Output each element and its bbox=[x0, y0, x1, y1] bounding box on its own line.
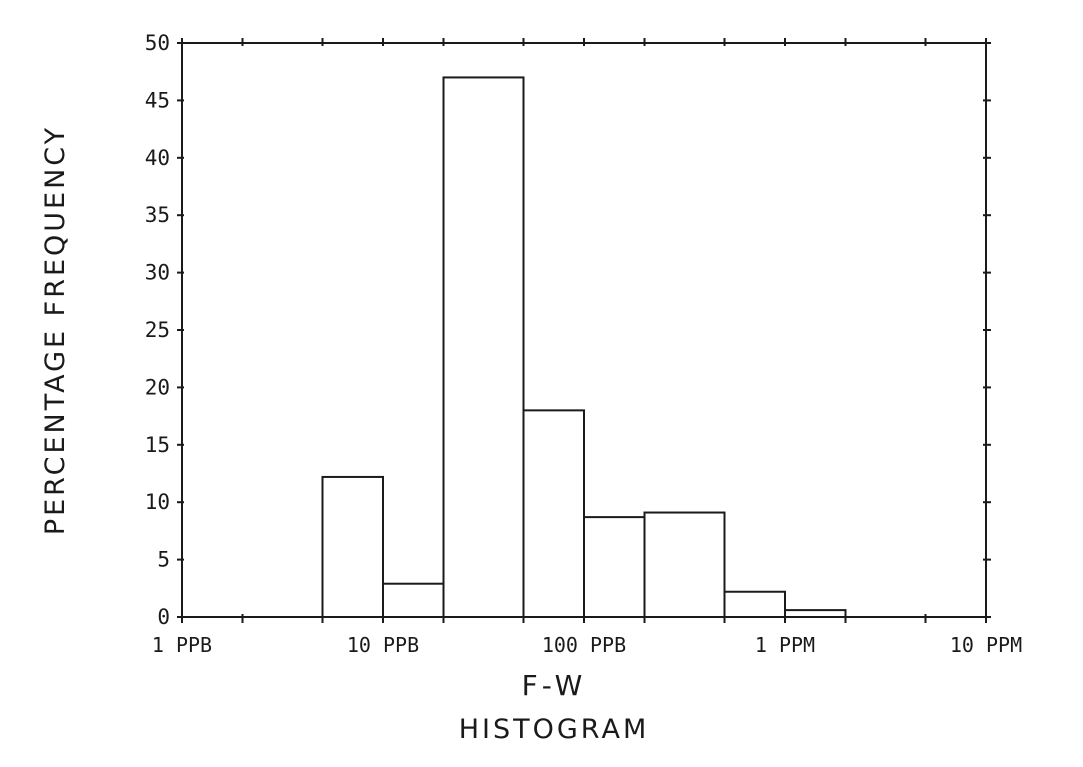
x-tick-label: 100 PPB bbox=[542, 633, 626, 657]
y-tick-label: 25 bbox=[145, 318, 170, 342]
y-tick-label: 15 bbox=[145, 433, 170, 457]
histogram-bar bbox=[583, 516, 646, 619]
y-tick-label: 50 bbox=[145, 31, 170, 55]
x-tick-label: 1 PPM bbox=[755, 633, 815, 657]
y-tick-label: 0 bbox=[157, 605, 170, 629]
y-tick-label: 40 bbox=[145, 146, 170, 170]
y-tick-label: 10 bbox=[145, 490, 170, 514]
histogram-bar bbox=[442, 76, 525, 618]
y-tick-label: 45 bbox=[145, 88, 170, 112]
x-tick-label: 1 PPB bbox=[152, 633, 212, 657]
histogram-bar bbox=[784, 609, 847, 618]
y-tick-label: 20 bbox=[145, 375, 170, 399]
histogram-bar bbox=[643, 511, 726, 618]
histogram-bar bbox=[321, 475, 385, 618]
y-tick-label: 5 bbox=[157, 548, 170, 572]
x-tick-label: 10 PPB bbox=[347, 633, 419, 657]
chart-title: HISTOGRAM bbox=[459, 714, 650, 745]
x-tick-label: 10 PPM bbox=[950, 633, 1022, 657]
x-axis-label: F-W bbox=[522, 669, 587, 702]
histogram-bar bbox=[382, 582, 445, 619]
histogram-bar bbox=[723, 590, 787, 619]
y-tick-label: 35 bbox=[145, 203, 170, 227]
labels-layer: PERCENTAGE FREQUENCY F-W HISTOGRAM bbox=[40, 125, 650, 745]
y-tick-label: 30 bbox=[145, 261, 170, 285]
histogram-bar bbox=[522, 409, 586, 618]
y-axis-label: PERCENTAGE FREQUENCY bbox=[40, 125, 71, 535]
histogram-bars bbox=[321, 76, 847, 619]
